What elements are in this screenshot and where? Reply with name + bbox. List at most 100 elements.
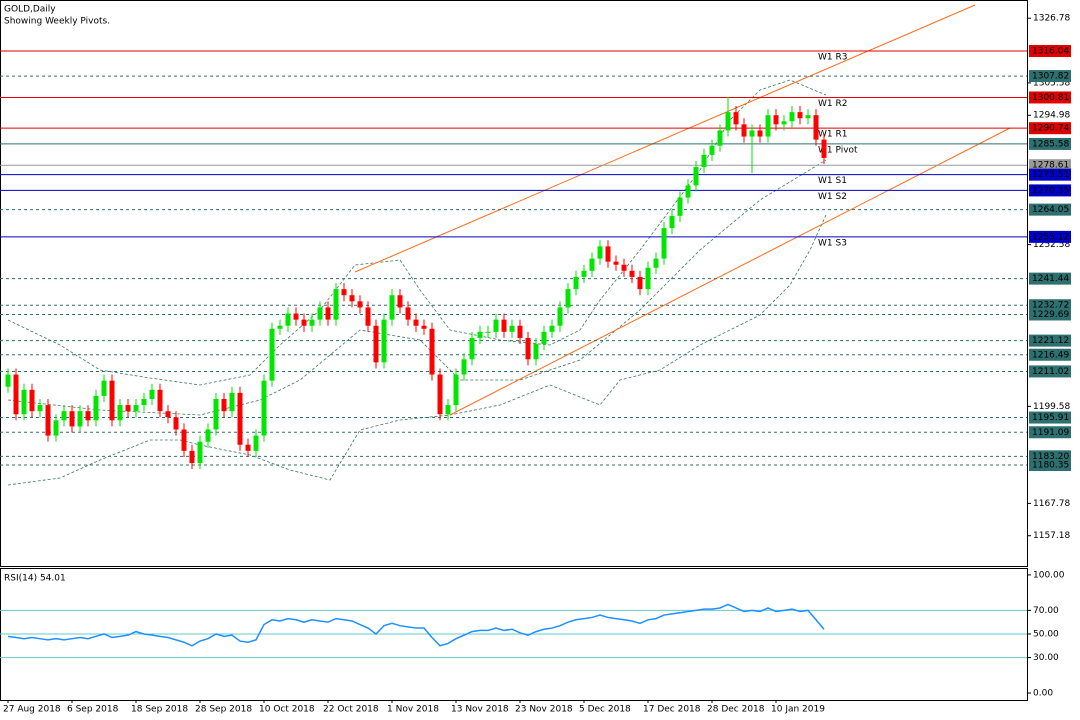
candle-body [693,167,699,186]
candle-body [213,398,219,430]
candle-body [781,121,787,125]
candle-body [221,398,227,412]
candle-body [333,289,339,320]
candle-body [253,435,259,451]
candle-body [789,112,795,122]
candle-body [797,112,803,119]
y-tick-label: 1199.58 [1033,402,1070,412]
candle-body [629,270,635,277]
candle-body [709,145,715,155]
price-box-label: 1316.04 [1032,46,1069,56]
candle-body [541,331,547,345]
candle-body [413,319,419,326]
candle-body [749,130,755,137]
price-box-label: 1255.12 [1032,232,1069,242]
price-box [1029,184,1071,197]
pivot-label: W1 S1 [818,176,847,186]
y-tick-label: 1305.58 [1033,78,1070,88]
candle-body [101,380,107,396]
candle-body [765,115,771,137]
candle-body [621,264,627,271]
candle-body [429,328,435,375]
chart-subtitle: Showing Weekly Pivots. [4,17,110,27]
x-tick-label: 6 Sep 2018 [67,705,119,715]
main-panel [0,0,1028,567]
candle-body [325,307,331,320]
price-box [1029,137,1071,150]
x-tick-label: 27 Aug 2018 [3,705,61,715]
channel-lower [449,127,1011,416]
pivot-label: W1 S3 [818,238,847,248]
candle-body [717,130,723,146]
candle-body [733,112,739,125]
candle-body [117,405,123,421]
candle-body [157,389,163,412]
candle-body [453,374,459,406]
x-tick-label: 5 Dec 2018 [579,705,631,715]
price-box-label: 1275.51 [1032,170,1069,180]
candle-body [45,405,51,436]
candle-body [477,331,483,338]
price-box [1029,122,1071,135]
candle-body [461,359,467,375]
candle-body [229,392,235,412]
candle-body [397,295,403,308]
candle-body [741,124,747,137]
pivot-label: W1 R3 [818,52,847,62]
candle-body [5,374,11,387]
candle-body [605,246,611,262]
candle-body [205,429,211,442]
candle-body [309,319,315,326]
bb-middle [7,159,827,416]
price-box [1029,203,1071,216]
candle-body [685,185,691,198]
price-box-label: 1211.02 [1032,367,1069,377]
candle-body [725,112,731,131]
price-box [1029,70,1071,83]
candle-body [421,325,427,329]
channel-upper [354,4,976,273]
candle-body [557,307,563,326]
y-tick-label: 100.00 [1033,570,1065,580]
x-tick-label: 10 Oct 2018 [259,705,315,715]
rsi-title: RSI(14) 54.01 [4,574,66,584]
candle-body [445,405,451,415]
price-box-label: 1290.74 [1032,124,1069,134]
candle-body [365,307,371,326]
price-box [1029,230,1071,243]
candle-body [109,380,115,421]
price-box [1029,334,1071,347]
candle-body [669,215,675,229]
candle-body [501,319,507,332]
candle-body [493,319,499,332]
y-tick-label: 1167.78 [1033,499,1070,509]
x-tick-label: 28 Dec 2018 [707,705,765,715]
price-box-label: 1180.35 [1032,461,1069,471]
rsi-panel [0,568,1028,701]
candle-body [613,261,619,265]
candle-body [405,307,411,320]
candle-body [317,307,323,320]
candle-body [821,139,827,158]
candle-body [773,115,779,125]
candle-body [53,420,59,436]
y-tick-label: 70.00 [1033,606,1059,616]
price-box-label: 1241.44 [1032,274,1069,284]
candle-body [645,267,651,290]
candle-body [597,246,603,259]
x-tick-label: 10 Jan 2019 [771,705,825,715]
candle-body [261,380,267,436]
price-box [1029,426,1071,439]
candle-body [813,115,819,140]
x-tick-label: 17 Dec 2018 [643,705,701,715]
candle-body [173,417,179,430]
candle-body [437,374,443,415]
candle-body [805,115,811,119]
candle-body [757,130,763,137]
y-tick-label: 1326.78 [1033,14,1070,24]
candle-body [485,331,491,333]
price-box-label: 1270.35 [1032,186,1069,196]
price-box [1029,411,1071,424]
x-tick-label: 1 Nov 2018 [387,705,439,715]
